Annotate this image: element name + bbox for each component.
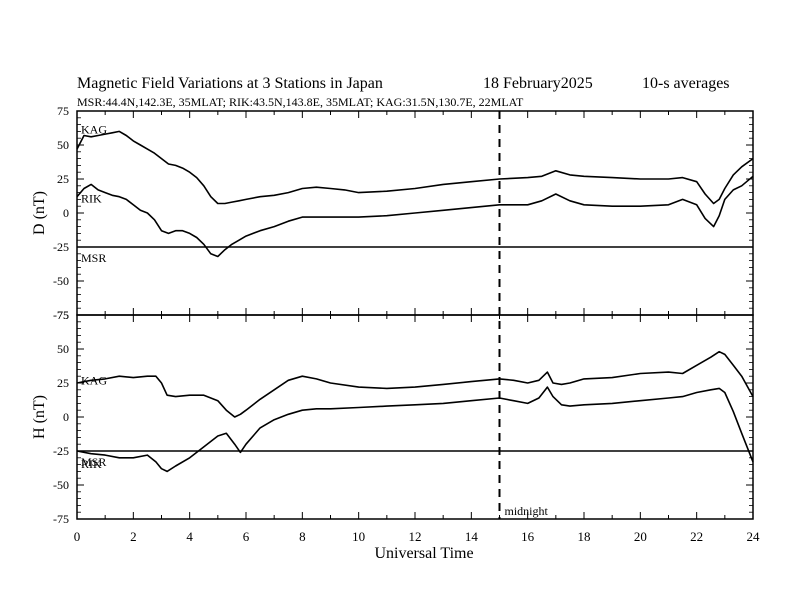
x-tick-label: 24 xyxy=(747,529,761,544)
panel-d-series-kag xyxy=(76,130,754,205)
panel-h-series-kag xyxy=(76,350,754,418)
panel-d-ytick-label: 50 xyxy=(57,138,69,152)
panel-h-ytick-label: 25 xyxy=(57,376,69,390)
panel-h-frame xyxy=(76,314,754,520)
panel-d-ytick-label: 0 xyxy=(63,206,69,220)
x-tick-label: 22 xyxy=(690,529,703,544)
panel-d-ytick-label: 75 xyxy=(57,104,69,118)
panel-d-ytick-label: 25 xyxy=(57,172,69,186)
panel-d-ytick-label: -75 xyxy=(53,308,69,322)
panel-d-series-label-msr: MSR xyxy=(81,251,106,265)
x-tick-label: 0 xyxy=(74,529,81,544)
chart-title: Magnetic Field Variations at 3 Stations … xyxy=(77,75,383,92)
panel-h-series-label-kag: KAG xyxy=(81,373,107,387)
x-tick-label: 6 xyxy=(243,529,250,544)
x-tick-label: 18 xyxy=(578,529,591,544)
panel-d-series-label-kag: KAG xyxy=(81,122,107,136)
x-tick-label: 4 xyxy=(186,529,193,544)
panel-d-series-rik xyxy=(76,175,754,258)
panel-h-ytick-label: -25 xyxy=(53,444,69,458)
x-tick-label: 12 xyxy=(409,529,422,544)
averaging-label: 10-s averages xyxy=(642,75,730,92)
chart-date: 18 February2025 xyxy=(483,75,593,92)
panel-h-series-label-msr: MSR xyxy=(81,455,106,469)
panel-h-series-rik xyxy=(76,386,754,473)
midnight-label: midnight xyxy=(505,504,549,518)
x-tick-label: 20 xyxy=(634,529,647,544)
panel-h-series-label-rik: RIK xyxy=(81,457,102,471)
x-axis-label: Universal Time xyxy=(374,545,473,562)
panel-h-ylabel: H (nT) xyxy=(31,395,48,439)
stations-info: MSR:44.4N,142.3E, 35MLAT; RIK:43.5N,143.… xyxy=(77,95,524,109)
panel-h-ytick-label: -75 xyxy=(53,512,69,526)
panel-d-ytick-label: -50 xyxy=(53,274,69,288)
x-tick-label: 8 xyxy=(299,529,306,544)
panel-d-series-label-rik: RIK xyxy=(81,192,102,206)
x-tick-label: 10 xyxy=(352,529,365,544)
panel-d-ytick-label: -25 xyxy=(53,240,69,254)
panel-d-ylabel: D (nT) xyxy=(31,191,48,235)
x-tick-label: 2 xyxy=(130,529,137,544)
panel-h-ytick-label: 0 xyxy=(63,410,69,424)
panel-h-ytick-label: 50 xyxy=(57,342,69,356)
x-tick-label: 16 xyxy=(521,529,535,544)
panel-h-ytick-label: -50 xyxy=(53,478,69,492)
x-tick-label: 14 xyxy=(465,529,479,544)
panel-h-ytick-label: 75 xyxy=(57,308,69,322)
